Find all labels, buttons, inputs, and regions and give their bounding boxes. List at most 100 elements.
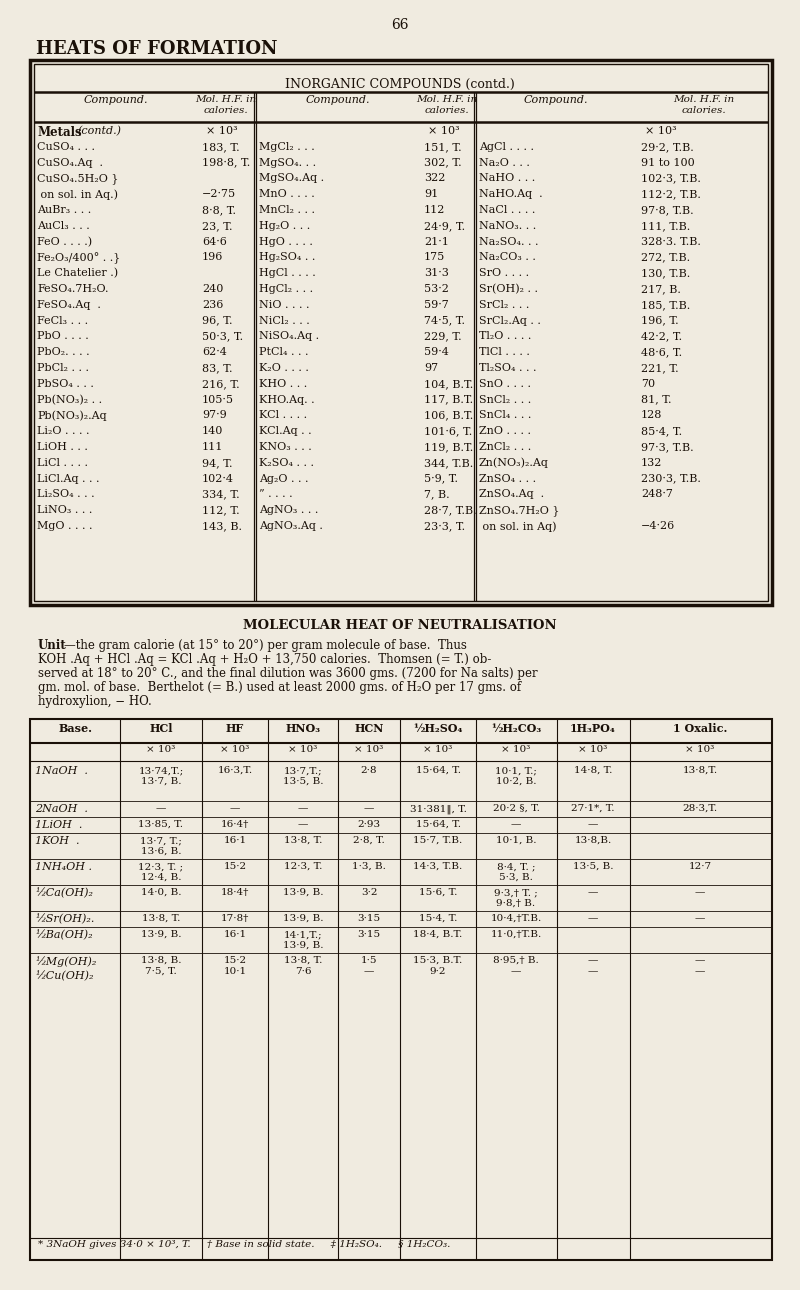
Text: 14·3, T.B.: 14·3, T.B. [414, 862, 462, 871]
Text: 143, B.: 143, B. [202, 521, 242, 531]
Text: —
—: — — [588, 956, 598, 977]
Text: 13·8, B.
7·5, T.: 13·8, B. 7·5, T. [141, 956, 182, 977]
Text: * 3NaOH gives 34·0 × 10³, T.     † Base in solid state.     ‡ 1H₂SO₄.     § 1H₂C: * 3NaOH gives 34·0 × 10³, T. † Base in s… [38, 1240, 450, 1249]
Text: 3·15: 3·15 [358, 930, 381, 939]
Text: AgNO₃ . . .: AgNO₃ . . . [259, 506, 318, 515]
Text: 112: 112 [424, 205, 446, 215]
Text: 15·7, T.B.: 15·7, T.B. [414, 836, 462, 845]
Text: −2·75: −2·75 [202, 190, 236, 199]
Text: 7, B.: 7, B. [424, 489, 450, 499]
Text: × 10³: × 10³ [354, 746, 384, 753]
Text: 81, T.: 81, T. [641, 395, 671, 405]
Text: HgCl . . . .: HgCl . . . . [259, 268, 316, 279]
Text: SrCl₂ . . .: SrCl₂ . . . [479, 299, 530, 310]
Text: SrCl₂.Aq . .: SrCl₂.Aq . . [479, 316, 541, 325]
Text: 29·2, T.B.: 29·2, T.B. [641, 142, 694, 152]
Text: ½Ba(OH)₂: ½Ba(OH)₂ [35, 930, 93, 940]
Text: × 10³: × 10³ [686, 746, 714, 753]
Text: SnO . . . .: SnO . . . . [479, 379, 531, 388]
Text: 13·85, T.: 13·85, T. [138, 820, 183, 829]
Text: 8·4, T. ;
5·3, B.: 8·4, T. ; 5·3, B. [497, 862, 535, 882]
Text: CuSO₄.5H₂O }: CuSO₄.5H₂O } [37, 173, 118, 184]
Text: CuSO₄ . . .: CuSO₄ . . . [37, 142, 95, 152]
Text: MOLECULAR HEAT OF NEUTRALISATION: MOLECULAR HEAT OF NEUTRALISATION [243, 619, 557, 632]
Text: 16·1: 16·1 [223, 930, 246, 939]
Text: 42·2, T.: 42·2, T. [641, 332, 682, 342]
Text: 12·7: 12·7 [689, 862, 711, 871]
Text: HgO . . . .: HgO . . . . [259, 236, 313, 246]
Text: NaHO . . .: NaHO . . . [479, 173, 535, 183]
Text: 8·8, T.: 8·8, T. [202, 205, 236, 215]
Text: INORGANIC COMPOUNDS (contd.): INORGANIC COMPOUNDS (contd.) [285, 77, 515, 92]
Text: 229, T.: 229, T. [424, 332, 462, 342]
Text: 20·2 §, T.: 20·2 §, T. [493, 804, 539, 813]
Text: 28·7, T.B.: 28·7, T.B. [424, 506, 477, 515]
Text: 5·9, T.: 5·9, T. [424, 473, 458, 484]
Text: 15·2
10·1: 15·2 10·1 [223, 956, 246, 977]
Text: Base.: Base. [59, 722, 93, 734]
Text: 183, T.: 183, T. [202, 142, 240, 152]
Bar [30, 719, 772, 1260]
Text: PbO . . . .: PbO . . . . [37, 332, 89, 342]
Text: Tl₂SO₄ . . .: Tl₂SO₄ . . . [479, 362, 537, 373]
Text: KCl.Aq . .: KCl.Aq . . [259, 426, 312, 436]
Text: 66: 66 [391, 18, 409, 32]
Text: 248·7: 248·7 [641, 489, 673, 499]
Text: 97·9: 97·9 [202, 410, 226, 421]
Text: 97·3, T.B.: 97·3, T.B. [641, 442, 694, 451]
Text: LiOH . . .: LiOH . . . [37, 442, 88, 451]
Text: 2·93: 2·93 [358, 820, 381, 829]
Text: on sol. in Aq.): on sol. in Aq.) [37, 190, 118, 200]
Text: 3·15: 3·15 [358, 915, 381, 924]
Text: 15·6, T.: 15·6, T. [419, 888, 457, 897]
Text: 97: 97 [424, 362, 438, 373]
Text: ½Sr(OH)₂.: ½Sr(OH)₂. [35, 915, 94, 925]
Text: LiCl . . . .: LiCl . . . . [37, 458, 88, 468]
Text: 10·1, T.;
10·2, B.: 10·1, T.; 10·2, B. [495, 766, 537, 786]
Text: 13·8, T.: 13·8, T. [284, 836, 322, 845]
Text: hydroxylion, − HO.: hydroxylion, − HO. [38, 695, 152, 708]
Text: 130, T.B.: 130, T.B. [641, 268, 690, 279]
Text: 13·5, B.: 13·5, B. [573, 862, 614, 871]
Text: 185, T.B.: 185, T.B. [641, 299, 690, 310]
Text: ZnCl₂ . . .: ZnCl₂ . . . [479, 442, 531, 451]
Text: MgSO₄.Aq .: MgSO₄.Aq . [259, 173, 324, 183]
Text: ½H₂CO₃: ½H₂CO₃ [491, 722, 541, 734]
Text: —: — [695, 915, 705, 924]
Text: 101·6, T.: 101·6, T. [424, 426, 472, 436]
Text: 112, T.: 112, T. [202, 506, 240, 515]
Text: Mol. H.F. in
calories.: Mol. H.F. in calories. [195, 95, 257, 115]
Text: 111, T.B.: 111, T.B. [641, 221, 690, 231]
Text: Metals: Metals [37, 126, 82, 139]
Text: Sr(OH)₂ . .: Sr(OH)₂ . . [479, 284, 538, 294]
Text: 10·1, B.: 10·1, B. [496, 836, 536, 845]
Text: SnCl₂ . . .: SnCl₂ . . . [479, 395, 531, 405]
Text: ZnSO₄.Aq  .: ZnSO₄.Aq . [479, 489, 544, 499]
Text: 15·3, B.T.
9·2: 15·3, B.T. 9·2 [414, 956, 462, 977]
Text: × 10³: × 10³ [206, 126, 238, 135]
Text: Le Chatelier .): Le Chatelier .) [37, 268, 118, 279]
Text: 13·9, B.: 13·9, B. [282, 888, 323, 897]
Text: KHO.Aq. .: KHO.Aq. . [259, 395, 314, 405]
Text: PbSO₄ . . .: PbSO₄ . . . [37, 379, 94, 388]
Text: MnCl₂ . . .: MnCl₂ . . . [259, 205, 315, 215]
Bar [34, 64, 768, 601]
Text: AgNO₃.Aq .: AgNO₃.Aq . [259, 521, 323, 531]
Text: Compound.: Compound. [84, 95, 148, 104]
Text: 1NaOH  .: 1NaOH . [35, 766, 88, 777]
Text: 302, T.: 302, T. [424, 157, 462, 168]
Text: 2NaOH  .: 2NaOH . [35, 804, 88, 814]
Text: Mol. H.F. in
calories.: Mol. H.F. in calories. [674, 95, 734, 115]
Text: 344, T.B.: 344, T.B. [424, 458, 474, 468]
Text: 91: 91 [424, 190, 438, 199]
Text: FeSO₄.7H₂O.: FeSO₄.7H₂O. [37, 284, 109, 294]
Text: gm. mol. of base.  Berthelot (= B.) used at least 2000 gms. of H₂O per 17 gms. o: gm. mol. of base. Berthelot (= B.) used … [38, 681, 521, 694]
Text: NaCl . . . .: NaCl . . . . [479, 205, 535, 215]
Text: FeO . . . .): FeO . . . .) [37, 236, 92, 246]
Text: Mol. H.F. in
calories.: Mol. H.F. in calories. [417, 95, 478, 115]
Text: 31·381‖, T.: 31·381‖, T. [410, 804, 466, 814]
Text: 240: 240 [202, 284, 223, 294]
Text: 11·0,†T.B.: 11·0,†T.B. [490, 930, 542, 939]
Text: 23, T.: 23, T. [202, 221, 233, 231]
Text: Ag₂O . . .: Ag₂O . . . [259, 473, 309, 484]
